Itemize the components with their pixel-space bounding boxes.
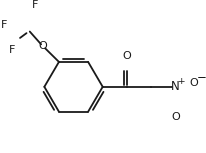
Text: +: + xyxy=(177,77,184,86)
Text: O: O xyxy=(189,78,198,88)
Text: O: O xyxy=(123,51,131,61)
Text: O: O xyxy=(171,112,180,122)
Text: F: F xyxy=(1,20,7,30)
Text: −: − xyxy=(197,71,206,84)
Text: O: O xyxy=(38,41,47,51)
Text: F: F xyxy=(9,45,15,55)
Text: N: N xyxy=(171,80,180,93)
Text: F: F xyxy=(32,0,38,10)
